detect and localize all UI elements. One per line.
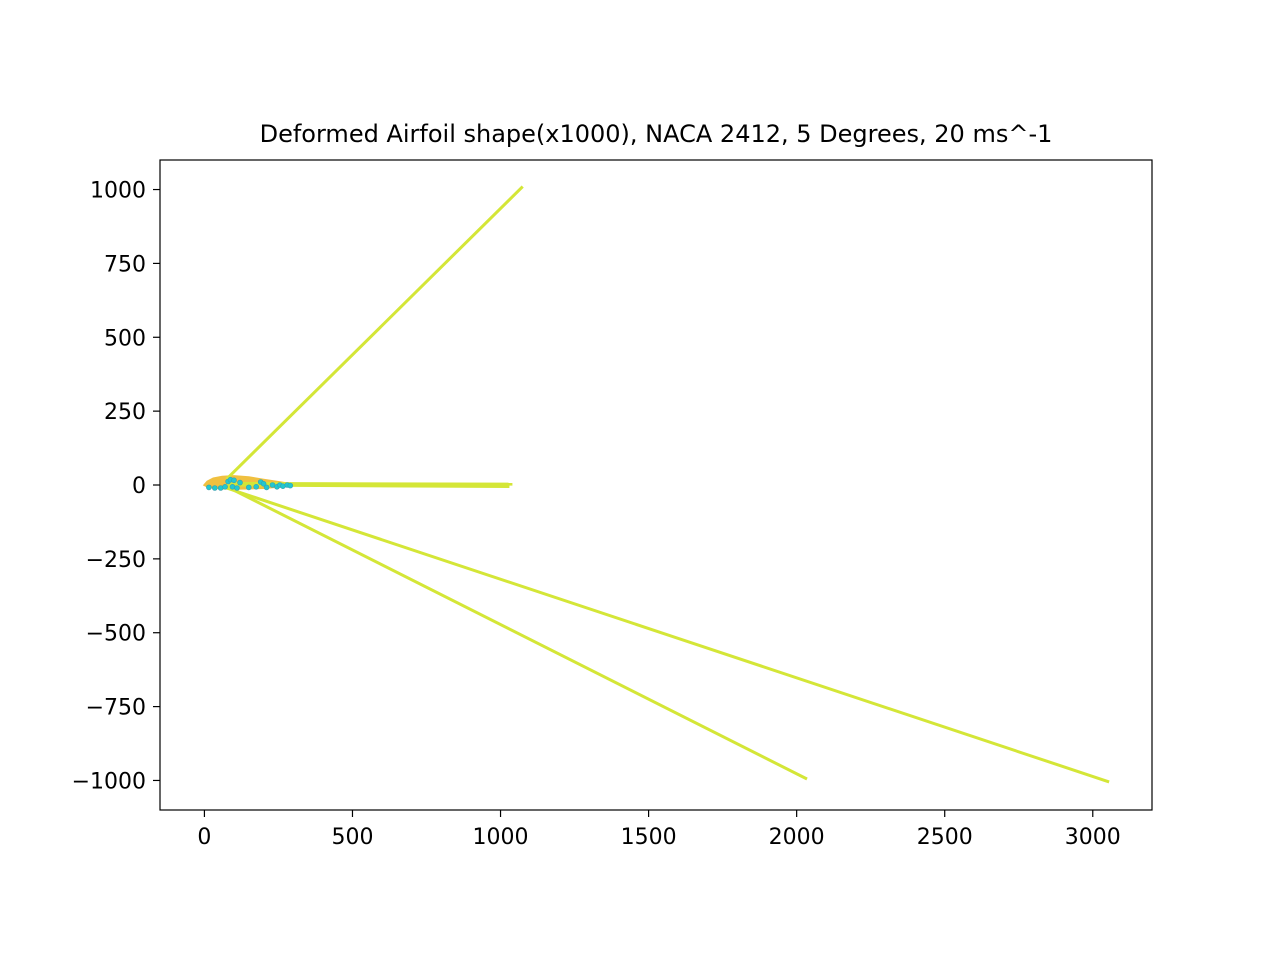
- y-tick-label: 1000: [90, 179, 146, 204]
- marker-point: [253, 483, 260, 490]
- y-tick-label: 500: [104, 326, 146, 351]
- series-line-4: [226, 486, 1110, 784]
- x-tick-label: 500: [331, 825, 373, 850]
- series-line-5: [225, 485, 808, 781]
- plot-frame: [159, 159, 1153, 811]
- y-tick-label: −500: [86, 622, 146, 647]
- marker-point: [234, 485, 240, 491]
- x-axis: 0 500 1000 1500 2000 2500 3000: [197, 810, 1121, 850]
- marker-point: [246, 484, 252, 491]
- marker-point: [222, 483, 228, 490]
- plot-area: [202, 185, 1110, 784]
- marker-point: [206, 484, 212, 491]
- marker-point: [263, 484, 270, 491]
- y-tick-label: 250: [104, 400, 146, 425]
- series-line-1: [225, 185, 524, 481]
- y-tick-label: −750: [86, 696, 146, 721]
- marker-point: [229, 483, 236, 490]
- x-tick-label: 1500: [621, 825, 677, 850]
- chart-title: Deformed Airfoil shape(x1000), NACA 2412…: [260, 120, 1053, 148]
- y-axis: 1000 750 500 250 0 −250 −500 −750 −1000: [72, 179, 160, 794]
- x-tick-label: 2000: [769, 825, 825, 850]
- marker-point: [231, 477, 237, 484]
- marker-point: [287, 482, 294, 489]
- marker-point: [237, 479, 243, 486]
- y-tick-label: 750: [104, 252, 146, 277]
- y-tick-label: 0: [132, 474, 146, 499]
- y-tick-label: −250: [86, 548, 146, 573]
- marker-point: [212, 485, 218, 491]
- x-tick-label: 2500: [917, 825, 973, 850]
- x-tick-label: 0: [197, 825, 211, 850]
- x-tick-label: 1000: [473, 825, 529, 850]
- marker-point: [260, 480, 267, 487]
- y-tick-label: −1000: [72, 769, 146, 794]
- x-tick-label: 3000: [1065, 825, 1121, 850]
